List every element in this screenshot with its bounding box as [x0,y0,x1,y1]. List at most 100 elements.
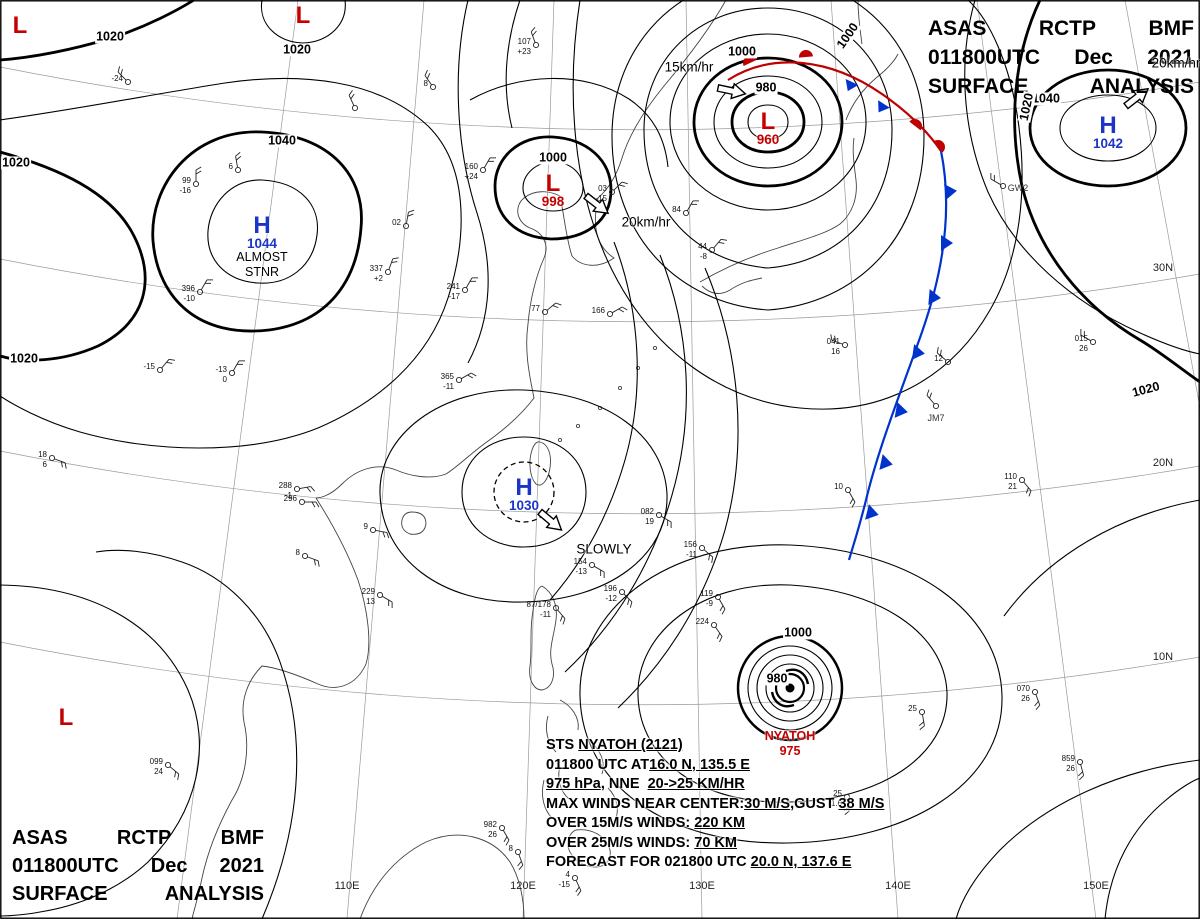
station-plot [990,173,1007,190]
title-block-bottom-left: ASAS RCTP BMF 011800UTC Dec 2021 SURFACE ANALYS… [12,824,264,908]
pressure-symbol: H [236,212,287,239]
svg-text:015: 015 [1075,334,1089,343]
svg-text:110: 110 [1004,472,1017,481]
storm-info-box: STS NYATOH (2121) 011800 UTC AT16.0 N, 13… [546,736,884,873]
station-plot: 10 [834,482,856,508]
title-line: ASAS RCTP BMF [928,14,1194,43]
isobar-label: 1020 [1,155,31,170]
motion-arrow [716,82,747,100]
svg-text:99: 99 [182,176,191,185]
title-line: 011800UTC Dec 2021 [928,43,1194,72]
pressure-letter: H [1099,112,1117,139]
station-plot: 160+24 [464,157,496,181]
svg-text:84: 84 [672,205,681,214]
svg-text:-15: -15 [558,880,570,889]
svg-text:229: 229 [362,587,376,596]
storm-info-segment: NYATOH (2121) [578,737,683,753]
lon-label: 110E [334,880,360,892]
title-line: SURFACE ANALYSIS [12,880,264,908]
pressure-value: 1030 [508,497,540,513]
station-plot: 156-11 [684,540,714,563]
lon-label: 120E [510,880,536,892]
warm-front-dome [933,140,945,153]
motion-label: 20km/hr [1151,55,1200,71]
svg-text:02: 02 [392,218,401,227]
title-word: 011800UTC [12,855,119,877]
svg-text:337: 337 [370,264,384,273]
pressure-note: ALMOST [236,250,288,265]
station-plot: 337+2 [370,257,399,283]
cold-front-triangle [894,402,908,418]
stationary-warm-front [727,50,945,153]
svg-text:16: 16 [831,347,840,356]
motion-label: SLOWLY [576,541,632,557]
station-plot: 12 [934,347,952,366]
svg-text:859: 859 [1062,754,1076,763]
pressure-letter: L [12,12,28,39]
svg-text:+24: +24 [464,172,478,181]
motion-arrow [536,508,563,531]
svg-text:6: 6 [43,460,48,469]
svg-text:19: 19 [645,517,654,526]
title-word: 2021 [1147,46,1194,69]
svg-text:26: 26 [1021,694,1030,703]
svg-text:-1: -1 [285,491,293,500]
station-plot: 107+23 [517,26,540,56]
station-plot: 296 [284,494,320,508]
svg-text:-15: -15 [143,362,155,371]
motion-label: 15km/hr [664,59,714,75]
pressure-center-L: L [296,4,311,28]
lat-label: 20N [1152,457,1174,469]
storm-info-segment: OVER 25M/S WINDS: [546,834,695,851]
isobar-label: 1020 [282,42,312,57]
pressure-letter: L [545,170,561,197]
svg-text:8: 8 [424,79,429,88]
svg-text:13: 13 [366,597,375,606]
svg-text:8: 8 [509,844,514,853]
svg-text:041: 041 [827,337,841,346]
svg-text:4: 4 [566,870,571,879]
svg-text:44: 44 [698,242,707,251]
storm-info-segment: 20->25 KM/HR [647,776,745,792]
pressure-symbol: L [296,4,311,28]
pressure-letter: L [58,704,74,731]
cold-front-triangle [845,79,859,92]
isobar-label: 1020 [95,29,125,44]
lon-label: 140E [885,880,911,892]
station-plot: 84 [672,200,699,217]
station-plot: 4-15 [558,870,582,896]
svg-text:119: 119 [700,589,713,598]
pressure-value: 998 [541,193,565,209]
storm-info-line: OVER 15M/S WINDS: 220 KM [546,814,884,834]
svg-text:26: 26 [1079,344,1088,353]
svg-text:-8: -8 [700,252,708,261]
title-line: ASAS RCTP BMF [12,824,264,852]
station-plot: 8 [424,69,437,91]
storm-info-line: STS NYATOH (2121) [546,736,884,756]
pressure-letter: H [253,212,271,239]
cold-front-triangle [941,235,953,251]
pressure-symbol: L [757,110,780,134]
motion-arrow [1123,87,1150,110]
station-plot: 119-9 [700,589,726,615]
station-plot: 99-16 [179,166,202,195]
lon-label: 150E [1083,880,1109,892]
station-plot: 02 [392,209,415,230]
storm-info-segment: ,GUST [790,795,839,812]
storm-name: NYATOH [764,729,816,743]
svg-text:160: 160 [465,162,479,171]
pressure-center-L: L [12,12,28,39]
pressure-symbol: L [12,12,28,39]
ship-id: JM7 [927,413,945,423]
station-plot: -15 [143,358,175,374]
title-word: RCTP [116,827,172,849]
isobar-label: 1000 [833,20,862,52]
station-plot: 6 [229,152,242,174]
ship-id: GW2 [1007,183,1029,193]
storm-info-segment: 38 M/S [838,795,885,812]
pressure-center-998: L 998 [541,170,565,209]
pressure-note: STNR [244,265,280,280]
